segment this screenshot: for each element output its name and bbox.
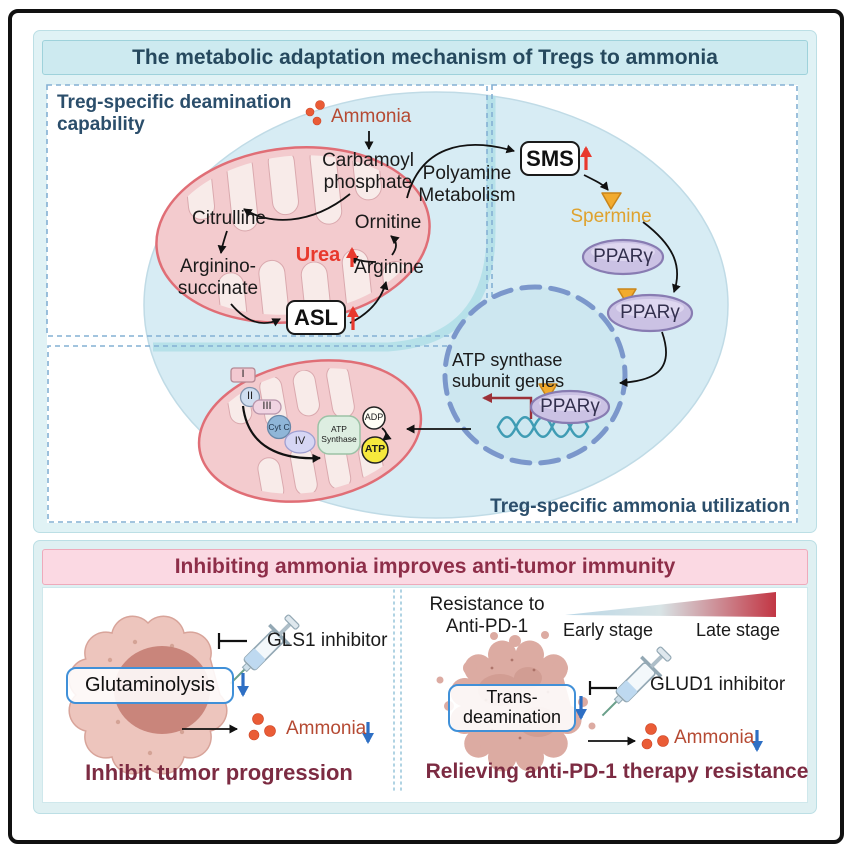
atp-synthase-line1: ATP <box>331 424 347 434</box>
carbamoyl-line2: phosphate <box>323 172 413 194</box>
ammonia-dots-right <box>641 723 669 750</box>
spermine-on-pparg-nucleus-triangle <box>538 383 558 400</box>
polyamine-metabolism-arrow <box>406 144 515 199</box>
bottom-title: Inhibiting ammonia improves anti-tumor i… <box>42 549 808 585</box>
deamination-region-label-line1: Treg-specific deamination <box>57 92 292 113</box>
arginine-label: Arginine <box>354 257 424 278</box>
atp-genes-line2: subunit genes <box>452 371 565 392</box>
arginine-to-ornitine-arrow <box>390 235 400 256</box>
adp-to-atp-arrow <box>381 427 392 441</box>
asl-enzyme-box: ASL <box>286 300 346 335</box>
ammonia-dots-top <box>305 100 325 126</box>
deamination-region-label-line2: capability <box>57 114 145 136</box>
etc-complex-IV <box>284 430 316 454</box>
resistance-label: Resistance to Anti-PD-1 <box>429 594 544 639</box>
etc-cytc <box>266 414 292 440</box>
relieving-resistance-caption: Relieving anti-PD-1 therapy resistance <box>425 760 809 783</box>
ammonia-label-right: Ammonia <box>674 727 755 748</box>
atp-synthase-blob-label: ATP Synthase <box>321 424 357 445</box>
ammonia-dots-left <box>248 713 276 741</box>
atp-synthase-line2: Synthase <box>321 433 357 444</box>
argininosuccinate-line2: succinate <box>177 278 259 300</box>
urea-label: Urea <box>295 244 341 266</box>
polyamine-metabolism-label: Polyamine Metabolism <box>418 163 515 208</box>
carbamoyl-to-citrulline-arrow <box>243 193 351 221</box>
argininosuccinate-label: Arginino- succinate <box>178 256 258 301</box>
spermine-to-pparg-arrow <box>642 221 681 293</box>
deamination-region-label: Treg-specific deamination capability <box>57 92 291 137</box>
polyamine-line1: Polyamine <box>422 163 512 184</box>
gls1-inhibitor-label: GLS1 inhibitor <box>267 630 388 651</box>
sms-to-spermine-arrow <box>583 174 609 191</box>
etc-complex-I <box>230 367 256 383</box>
etc-label-IV: IV <box>294 435 306 447</box>
resistance-line2: Anti-PD-1 <box>445 616 529 638</box>
sms-enzyme-box: SMS <box>520 141 580 176</box>
etc-label-cytc: Cyt C <box>268 422 290 432</box>
etc-complex-III <box>252 399 282 415</box>
utilization-region-label: Treg-specific ammonia utilization <box>490 496 790 517</box>
argininosuccinate-to-asl-arrow <box>230 303 281 327</box>
ammonia-label-top: Ammonia <box>331 106 412 127</box>
pparg-to-nucleus-arrow <box>619 331 667 388</box>
glutaminolysis-box: Glutaminolysis <box>66 667 234 704</box>
adp-label: ADP <box>364 412 384 422</box>
top-title: The metabolic adaptation mechanism of Tr… <box>42 40 808 75</box>
pparg-label-2: PPARγ <box>620 302 680 323</box>
atp-label: ATP <box>364 443 386 455</box>
etc-electron-flow-arrow <box>241 405 321 463</box>
ammonia-label-left: Ammonia <box>286 718 367 739</box>
adp-molecule <box>362 406 386 430</box>
atp-synthase-blob <box>317 415 361 455</box>
citrulline-to-argininosuccinate-arrow <box>217 230 228 254</box>
transdeamination-line2: deamination <box>462 707 562 727</box>
atp-molecule <box>361 436 389 464</box>
pparg-ovals <box>529 238 694 425</box>
inhibit-tumor-caption: Inhibit tumor progression <box>85 760 353 785</box>
carbamoyl-phosphate-label: Carbamoyl phosphate <box>322 150 414 195</box>
atp-genes-line1: ATP synthase <box>452 350 563 370</box>
pparg-label-3: PPARγ <box>540 396 600 417</box>
spermine-triangle <box>601 192 622 210</box>
transdeamination-box: Trans- deamination <box>448 684 576 732</box>
bottom-divider <box>393 589 402 792</box>
citrulline-label: Citrulline <box>192 208 266 229</box>
figure-border <box>8 9 844 844</box>
asl-to-arginine-arrow <box>349 281 389 324</box>
polyamine-line2: Metabolism <box>418 185 516 207</box>
mitochondrion-urea-cycle <box>155 142 431 328</box>
atp-synthase-genes-label: ATP synthase subunit genes <box>452 350 564 392</box>
carbamoyl-line1: Carbamoyl <box>322 150 414 171</box>
resistance-line1: Resistance to <box>429 594 545 615</box>
deamination-region-outline <box>46 84 488 337</box>
glud1-inhibition-tbar <box>588 681 617 695</box>
transcription-arrow <box>482 393 533 419</box>
gls1-inhibition-tbar <box>217 633 247 649</box>
etc-label-I: I <box>241 368 245 380</box>
stage-gradient-wedge <box>565 592 776 617</box>
ornitine-label: Ornitine <box>354 212 422 233</box>
argininosuccinate-line1: Arginino- <box>179 256 257 277</box>
late-stage-label: Late stage <box>696 620 781 640</box>
etc-label-II: II <box>246 390 254 402</box>
early-stage-label: Early stage <box>563 620 654 640</box>
glud1-inhibitor-label: GLUD1 inhibitor <box>650 674 786 695</box>
cell-region-divider-band <box>153 96 496 352</box>
pparg-label-1: PPARγ <box>593 246 653 267</box>
transdeamination-line1: Trans- <box>486 687 538 708</box>
etc-label-III: III <box>262 400 272 412</box>
spermine-label: Spermine <box>570 206 652 227</box>
